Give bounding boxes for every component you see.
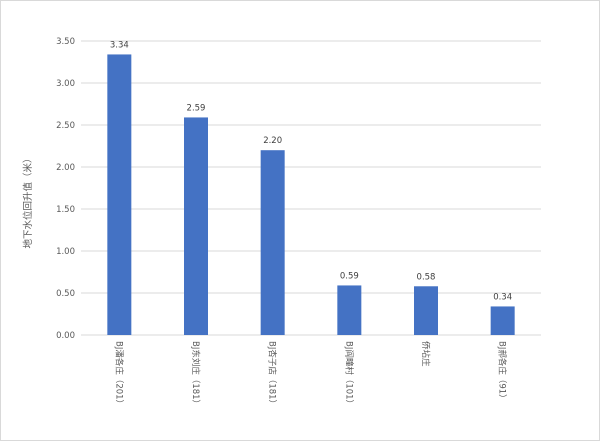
y-tick-labels: 0.00 0.50 1.00 1.50 2.00 2.50 3.00 3.50 [56,37,75,341]
bars [107,54,515,335]
y-axis-label: 地下水位回升值（米） [22,153,34,248]
category-label-1: BJ东刘庄（181） [190,341,201,408]
bar-1 [184,117,208,335]
category-label-5: BJ郝各庄（91） [497,341,508,403]
bar-2 [260,150,285,335]
y-tick-label: 3.00 [56,79,75,89]
category-label-2: BJ杏子店（181） [267,341,278,408]
y-tick-label: 3.50 [56,37,75,47]
category-labels: BJ潘各庄（201） BJ东刘庄（181） BJ杏子店（181） BJ阎疃村（101）… [113,341,507,408]
category-label-3: BJ阎疃村（101） [343,341,354,408]
y-tick-label: 2.00 [56,163,75,173]
y-tick-label: 2.50 [56,121,75,131]
data-label-1: 2.59 [187,103,206,113]
category-label-0: BJ潘各庄（201） [113,341,124,408]
y-tick-label: 0.50 [56,289,75,299]
data-labels: 3.34 2.59 2.20 0.59 0.58 0.34 [110,40,512,302]
y-tick-label: 1.00 [56,247,75,257]
category-label-4: 侨坫庄 [420,341,431,367]
data-label-2: 2.20 [263,136,282,146]
data-label-5: 0.34 [493,292,512,302]
bar-4 [414,286,438,335]
data-label-4: 0.58 [417,272,436,282]
y-tick-label: 0.00 [56,331,75,341]
bar-0 [107,54,132,335]
data-label-3: 0.59 [340,271,359,281]
gridlines [81,40,541,336]
bar-3 [337,285,362,335]
y-tick-label: 1.50 [56,205,75,215]
data-label-0: 3.34 [110,40,129,50]
bar-5 [490,306,515,335]
